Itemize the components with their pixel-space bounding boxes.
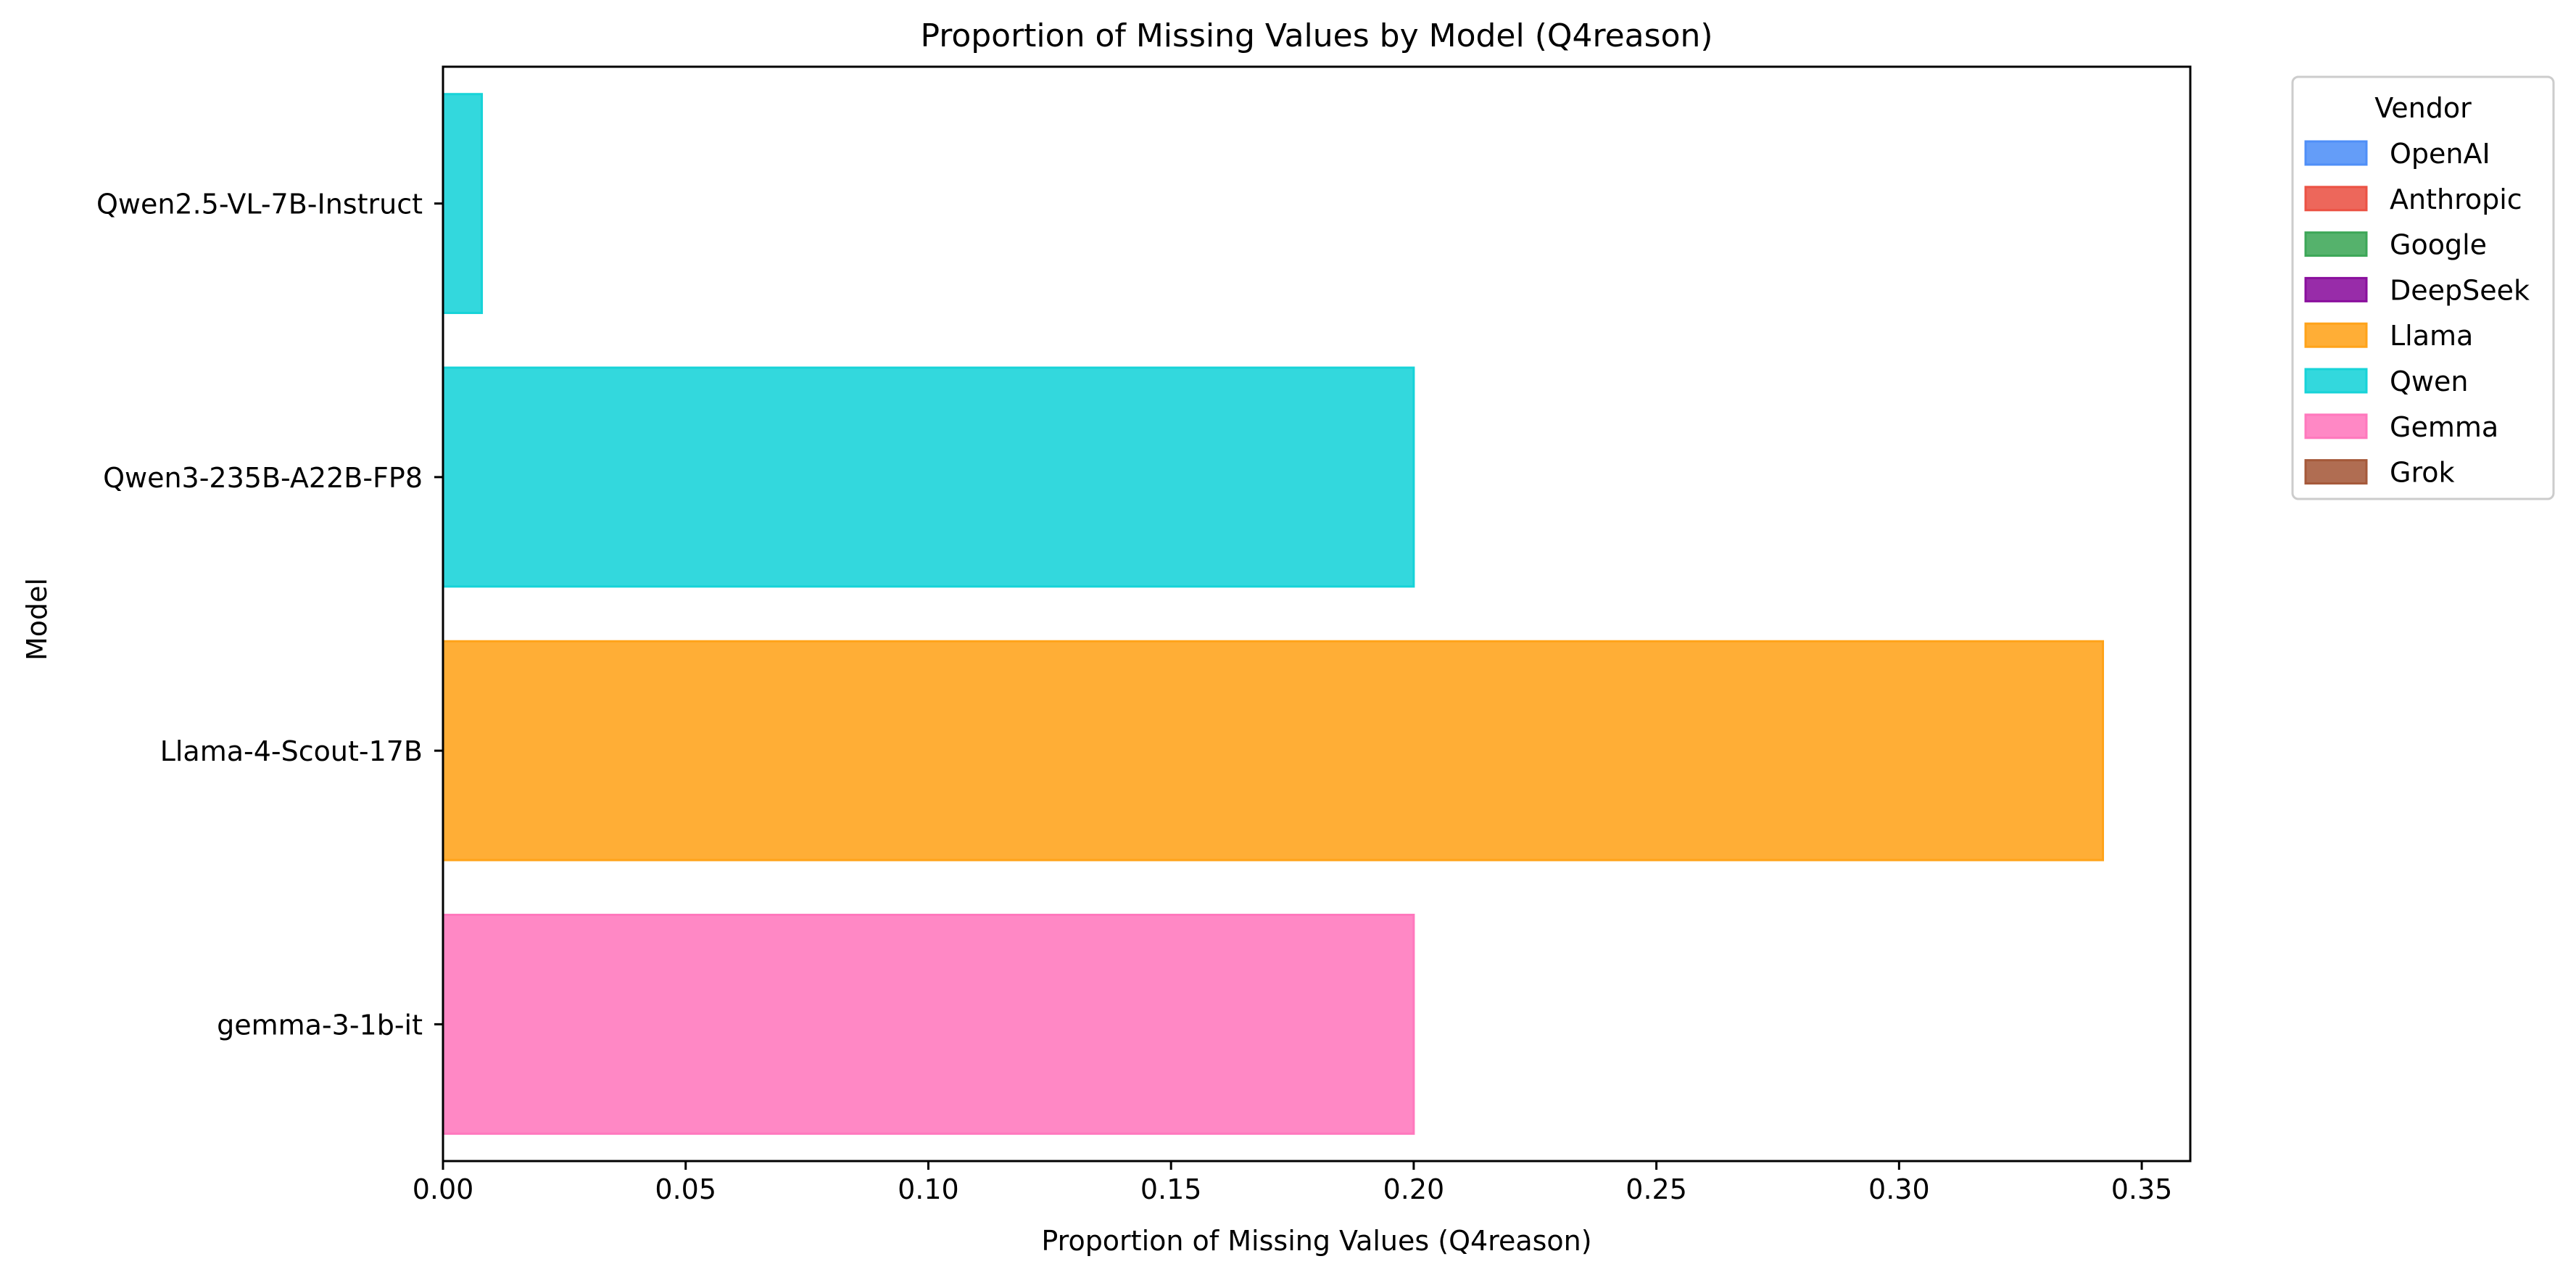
y-tick-label: Llama-4-Scout-17B [160,735,423,767]
legend-label: Google [2390,229,2487,261]
bar [442,366,1415,588]
bar [442,913,1415,1135]
y-tick-label: Qwen2.5-VL-7B-Instruct [96,189,423,220]
x-axis: 0.00 0.05 0.10 0.15 0.20 0.25 0.30 0.35 [413,1161,2173,1205]
legend-swatch [2304,322,2368,348]
legend-label: Anthropic [2390,183,2522,215]
legend-label: Gemma [2390,411,2498,443]
legend-label: DeepSeek [2390,274,2530,306]
legend-title: Vendor [2374,92,2472,124]
legend-swatch [2304,276,2368,302]
x-tick-label: 0.05 [655,1173,716,1205]
bars [442,93,2104,1135]
plot-frame [442,65,2192,1163]
y-axis-label: Model [21,578,53,661]
legend-swatch [2304,459,2368,485]
x-tick-label: 0.25 [1625,1173,1687,1205]
x-tick-label: 0.35 [2111,1173,2173,1205]
x-tick-label: 0.10 [898,1173,959,1205]
legend-swatch [2304,413,2368,439]
y-axis: Qwen2.5-VL-7B-Instruct Qwen3-235B-A22B-FP… [96,189,443,1041]
bar [442,93,484,315]
y-tick-label: gemma-3-1b-it [217,1009,423,1041]
x-axis-label: Proportion of Missing Values (Q4reason) [1041,1225,1591,1257]
x-tick-label: 0.15 [1140,1173,1202,1205]
legend-label: Llama [2390,320,2473,352]
legend-label: Qwen [2390,366,2468,397]
x-tick-label: 0.30 [1868,1173,1930,1205]
legend-swatch [2304,231,2368,257]
legend-label: OpenAI [2390,138,2490,170]
x-tick-label: 0.00 [413,1173,474,1205]
chart-title: Proportion of Missing Values by Model (Q… [920,17,1712,54]
legend-swatch [2304,186,2368,212]
legend: Vendor OpenAI Anthropic Google DeepSeek Llam… [2291,75,2555,500]
y-tick-label: Qwen3-235B-A22B-FP8 [103,462,423,494]
legend-entries: OpenAI Anthropic Google DeepSeek Llama Qwen Ge… [2304,138,2530,489]
legend-swatch [2304,368,2368,394]
legend-swatch [2304,140,2368,166]
x-tick-label: 0.20 [1383,1173,1445,1205]
bar [442,640,2104,862]
legend-label: Grok [2390,457,2455,489]
